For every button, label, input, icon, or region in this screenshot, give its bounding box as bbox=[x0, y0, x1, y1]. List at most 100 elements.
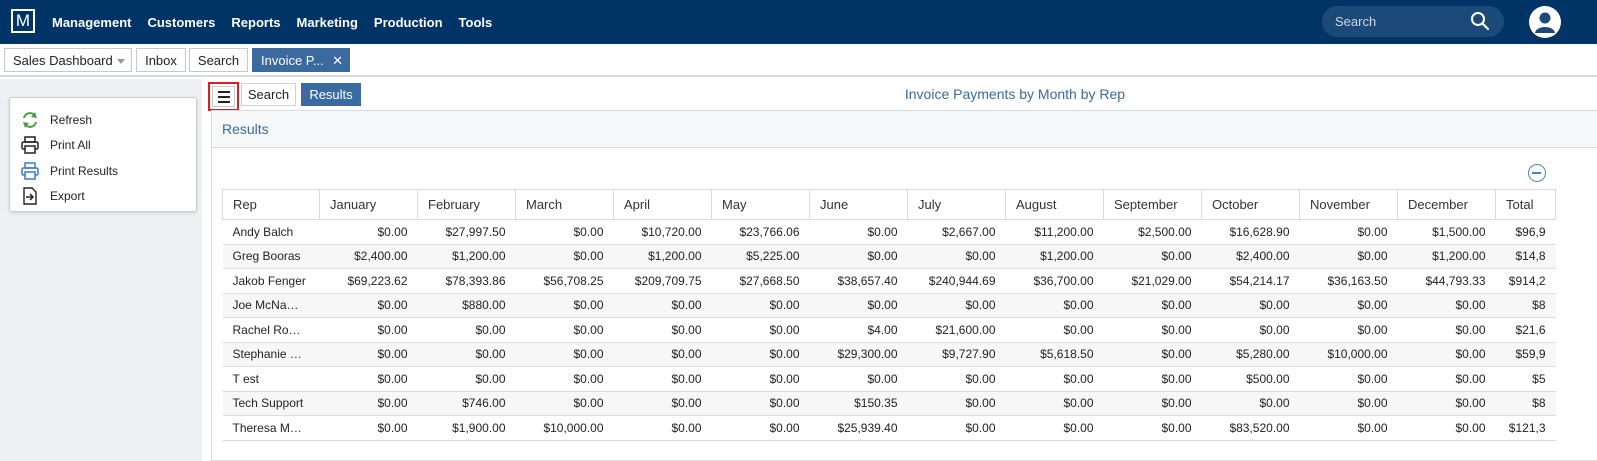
amount-cell: $0.00 bbox=[319, 342, 418, 367]
table-body: Andy Balch $0.00 $27,997.50 $0.00 $10,720.00… bbox=[222, 219, 1556, 441]
amount-cell: $23,766.06 bbox=[711, 219, 810, 245]
amount-cell: $0.00 bbox=[1397, 391, 1496, 416]
table-row[interactable]: Tech Support $0.00 $746.00 $0.00 $0.00 $0.00 $… bbox=[222, 391, 1556, 416]
amount-cell: $78,393.86 bbox=[417, 268, 516, 294]
amount-cell: $0.00 bbox=[1005, 366, 1104, 392]
tab-inbox[interactable]: Inbox bbox=[136, 48, 186, 72]
amount-cell: $0.00 bbox=[613, 366, 712, 392]
tab-search[interactable]: Search bbox=[189, 48, 248, 72]
amount-cell: $4.00 bbox=[809, 317, 908, 343]
column-header[interactable]: March bbox=[515, 189, 614, 220]
amount-cell: $27,668.50 bbox=[711, 268, 810, 294]
amount-cell: $0.00 bbox=[1299, 293, 1398, 318]
amount-cell: $0.00 bbox=[907, 415, 1006, 441]
amount-cell: $2,667.00 bbox=[907, 219, 1006, 245]
amount-cell: $21,6 bbox=[1495, 317, 1556, 343]
amount-cell: $0.00 bbox=[1397, 415, 1496, 441]
amount-cell: $0.00 bbox=[907, 293, 1006, 318]
amount-cell: $36,163.50 bbox=[1299, 268, 1398, 294]
amount-cell: $0.00 bbox=[1103, 391, 1202, 416]
print-results-label: Print Results bbox=[50, 164, 119, 178]
table-row[interactable]: Greg Booras $2,400.00 $1,200.00 $0.00 $1,200… bbox=[222, 244, 1556, 269]
column-header[interactable]: October bbox=[1201, 189, 1300, 220]
column-header[interactable]: Rep bbox=[222, 189, 320, 220]
amount-cell: $54,214.17 bbox=[1201, 268, 1300, 294]
column-header[interactable]: December bbox=[1397, 189, 1496, 220]
actions-menu: Refresh Print All Print Results bbox=[9, 97, 197, 212]
amount-cell: $44,793.33 bbox=[1397, 268, 1496, 294]
close-icon[interactable]: ✕ bbox=[332, 53, 343, 68]
amount-cell: $0.00 bbox=[711, 342, 810, 367]
amount-cell: $0.00 bbox=[319, 366, 418, 392]
print-results-action[interactable]: Print Results bbox=[20, 161, 118, 181]
rep-cell: T est bbox=[222, 366, 320, 392]
amount-cell: $0.00 bbox=[1005, 415, 1104, 441]
amount-cell: $16,628.90 bbox=[1201, 219, 1300, 245]
amount-cell: $38,657.40 bbox=[809, 268, 908, 294]
hamburger-icon bbox=[212, 86, 235, 107]
table-row[interactable]: Rachel Ro… $0.00 $0.00 $0.00 $0.00 $0.00 $4.00… bbox=[222, 317, 1556, 343]
column-header[interactable]: November bbox=[1299, 189, 1398, 220]
nav-marketing[interactable]: Marketing bbox=[296, 14, 358, 30]
amount-cell: $21,029.00 bbox=[1103, 268, 1202, 294]
amount-cell: $10,000.00 bbox=[1299, 342, 1398, 367]
nav-reports[interactable]: Reports bbox=[231, 14, 281, 30]
table-row[interactable]: Jakob Fenger $69,223.62 $78,393.86 $56,708.… bbox=[222, 268, 1556, 294]
amount-cell: $0.00 bbox=[711, 293, 810, 318]
amount-cell: $0.00 bbox=[809, 219, 908, 245]
column-header[interactable]: September bbox=[1103, 189, 1202, 220]
tab-invoice-payments-label: Invoice P... bbox=[261, 52, 324, 68]
amount-cell: $0.00 bbox=[319, 391, 418, 416]
chevron-down-icon[interactable] bbox=[117, 59, 125, 64]
rep-cell: Andy Balch bbox=[222, 219, 320, 245]
app-logo[interactable]: M bbox=[11, 9, 35, 33]
collapse-icon[interactable] bbox=[1528, 164, 1546, 182]
print-all-action[interactable]: Print All bbox=[20, 135, 91, 155]
column-header[interactable]: May bbox=[711, 189, 810, 220]
column-header[interactable]: February bbox=[417, 189, 516, 220]
amount-cell: $69,223.62 bbox=[319, 268, 418, 294]
tab-sales-dashboard[interactable]: Sales Dashboard bbox=[4, 48, 132, 72]
nav-production[interactable]: Production bbox=[373, 14, 443, 30]
amount-cell: $0.00 bbox=[1005, 391, 1104, 416]
amount-cell: $0.00 bbox=[1201, 293, 1300, 318]
export-action[interactable]: Export bbox=[20, 186, 85, 206]
amount-cell: $0.00 bbox=[319, 293, 418, 318]
column-header[interactable]: June bbox=[809, 189, 908, 220]
printer-icon bbox=[21, 136, 39, 154]
nav-tools[interactable]: Tools bbox=[458, 14, 493, 30]
amount-cell: $0.00 bbox=[1299, 244, 1398, 269]
results-table: Rep January February March April May June July A… bbox=[222, 189, 1556, 441]
amount-cell: $1,200.00 bbox=[1397, 244, 1496, 269]
amount-cell: $0.00 bbox=[1103, 342, 1202, 367]
table-row[interactable]: Joe McNa… $0.00 $880.00 $0.00 $0.00 $0.00 $0.0… bbox=[222, 293, 1556, 318]
refresh-action[interactable]: Refresh bbox=[20, 110, 92, 130]
column-header[interactable]: Total bbox=[1495, 189, 1556, 220]
column-header[interactable]: April bbox=[613, 189, 712, 220]
rep-cell: Theresa M… bbox=[222, 415, 320, 441]
table-row[interactable]: T est $0.00 $0.00 $0.00 $0.00 $0.00 $0.00 $0.00… bbox=[222, 366, 1556, 392]
nav-customers[interactable]: Customers bbox=[147, 14, 216, 30]
search-icon[interactable] bbox=[1470, 11, 1490, 31]
main-nav: Management Customers Reports Marketing P… bbox=[52, 0, 508, 44]
export-label: Export bbox=[50, 189, 85, 203]
results-button[interactable]: Results bbox=[301, 83, 361, 106]
nav-management[interactable]: Management bbox=[52, 14, 132, 30]
amount-cell: $0.00 bbox=[319, 317, 418, 343]
user-avatar[interactable] bbox=[1529, 6, 1561, 38]
column-header[interactable]: July bbox=[907, 189, 1006, 220]
tab-invoice-payments[interactable]: Invoice P... ✕ bbox=[252, 48, 350, 72]
amount-cell: $11,200.00 bbox=[1005, 219, 1104, 245]
search-button[interactable]: Search bbox=[241, 83, 296, 106]
column-header[interactable]: August bbox=[1005, 189, 1104, 220]
menu-toggle-button[interactable] bbox=[208, 82, 239, 111]
table-row[interactable]: Theresa M… $0.00 $1,900.00 $10,000.00 $0.00 $… bbox=[222, 415, 1556, 441]
global-search-input[interactable] bbox=[1322, 14, 1462, 29]
table-row[interactable]: Andy Balch $0.00 $27,997.50 $0.00 $10,720.00… bbox=[222, 219, 1556, 245]
amount-cell: $0.00 bbox=[711, 391, 810, 416]
amount-cell: $0.00 bbox=[515, 219, 614, 245]
amount-cell: $5,225.00 bbox=[711, 244, 810, 269]
amount-cell: $0.00 bbox=[1201, 391, 1300, 416]
table-row[interactable]: Stephanie … $0.00 $0.00 $0.00 $0.00 $0.00 $29,… bbox=[222, 342, 1556, 367]
column-header[interactable]: January bbox=[319, 189, 418, 220]
